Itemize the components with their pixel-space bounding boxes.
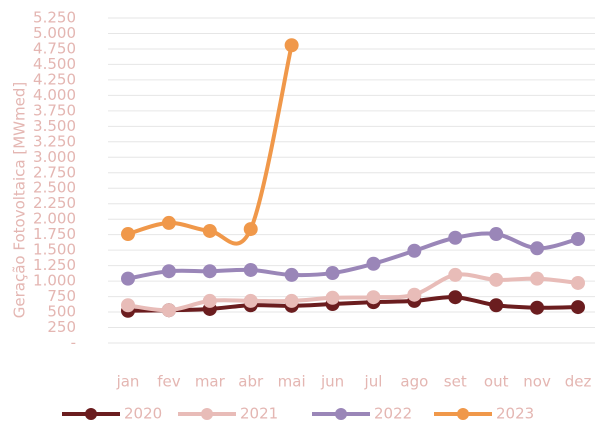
y-tick-label: 3.250	[33, 132, 76, 150]
series-line	[127, 231, 579, 281]
y-tick-label: 2.000	[33, 210, 76, 228]
y-tick-label: -	[71, 334, 76, 352]
y-tick-label: 2.250	[33, 194, 76, 212]
legend-marker	[201, 408, 213, 420]
y-tick-label: 1.000	[33, 272, 76, 290]
y-tick-label: 3.000	[33, 148, 76, 166]
x-tick-label: jun	[320, 373, 344, 391]
data-point	[407, 243, 422, 258]
y-tick-label: 3.500	[33, 117, 76, 135]
data-point	[202, 264, 217, 279]
data-point	[284, 38, 299, 53]
data-point	[571, 275, 585, 290]
data-point	[407, 287, 422, 302]
data-point	[448, 267, 463, 282]
data-point	[489, 298, 504, 313]
y-tick-label: 2.500	[33, 179, 76, 197]
legend-marker	[85, 408, 97, 420]
data-point	[243, 293, 258, 308]
data-point	[284, 293, 299, 308]
x-tick-label: fev	[157, 373, 181, 391]
data-point	[121, 227, 135, 242]
y-tick-label: 250	[47, 318, 76, 336]
x-tick-label: mai	[278, 373, 306, 391]
x-tick-label: jul	[364, 373, 383, 391]
legend-label: 2022	[374, 405, 412, 423]
data-point	[243, 262, 258, 277]
data-point	[202, 223, 217, 238]
y-tick-label: 5.000	[33, 24, 76, 42]
y-axis-label: Geração Fotovoltaica [MWmed]	[11, 82, 29, 318]
data-point	[571, 300, 585, 315]
x-tick-label: abr	[238, 373, 264, 391]
data-point	[161, 215, 176, 230]
legend-marker	[457, 408, 469, 420]
y-tick-label: 1.250	[33, 256, 76, 274]
data-point	[325, 290, 340, 305]
y-tick-label: 4.750	[33, 39, 76, 57]
y-tick-label: 2.750	[33, 163, 76, 181]
x-tick-label: nov	[523, 373, 551, 391]
x-tick-label: dez	[565, 373, 592, 391]
data-point	[530, 241, 545, 256]
data-point	[489, 227, 504, 242]
data-point	[161, 264, 176, 279]
data-point	[243, 222, 258, 237]
data-point	[448, 290, 463, 305]
series-line	[127, 44, 294, 246]
x-tick-label: mar	[195, 373, 226, 391]
data-point	[530, 271, 545, 286]
y-tick-label: 3.750	[33, 101, 76, 119]
data-point	[121, 271, 135, 286]
data-point	[366, 290, 381, 305]
legend-marker	[335, 408, 347, 420]
data-point	[325, 266, 340, 281]
data-point	[202, 293, 217, 308]
x-tick-label: ago	[400, 373, 428, 391]
legend-label: 2020	[124, 405, 162, 423]
y-tick-label: 1.750	[33, 225, 76, 243]
y-tick-label: 750	[47, 287, 76, 305]
legend-label: 2021	[240, 405, 278, 423]
x-tick-label: jan	[116, 373, 140, 391]
legend-label: 2023	[496, 405, 534, 423]
data-point	[489, 272, 504, 287]
y-tick-label: 4.000	[33, 86, 76, 104]
data-point	[121, 298, 135, 313]
x-tick-label: out	[484, 373, 509, 391]
y-tick-label: 4.500	[33, 55, 76, 73]
y-tick-label: 500	[47, 303, 76, 321]
y-tick-label: 5.250	[33, 9, 76, 27]
data-point	[571, 232, 585, 246]
data-point	[284, 267, 299, 282]
data-point	[448, 230, 463, 245]
data-point	[161, 303, 176, 318]
data-point	[366, 256, 381, 271]
y-tick-label: 1.500	[33, 241, 76, 259]
x-tick-label: set	[444, 373, 467, 391]
y-tick-label: 4.250	[33, 70, 76, 88]
data-point	[530, 300, 545, 315]
